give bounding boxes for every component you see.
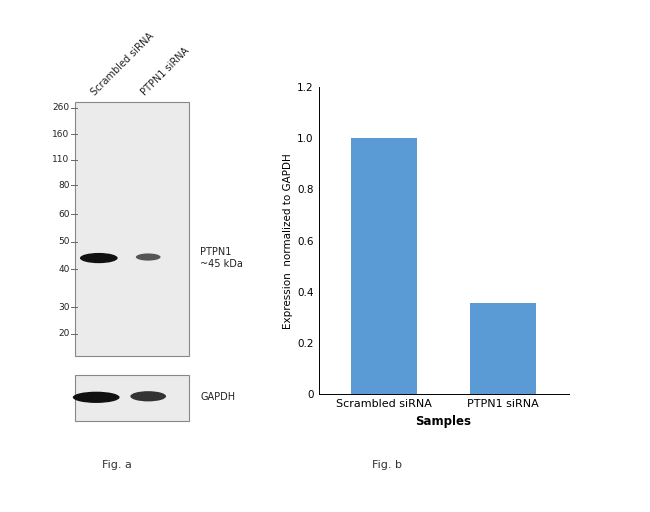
Text: 40: 40 [58, 265, 70, 274]
Text: 260: 260 [53, 103, 70, 112]
Text: 80: 80 [58, 181, 70, 190]
X-axis label: Samples: Samples [415, 415, 472, 428]
Text: 50: 50 [58, 237, 70, 246]
Text: 60: 60 [58, 209, 70, 219]
Bar [351, 138, 417, 394]
Text: Fig. a: Fig. a [102, 460, 132, 470]
Text: 110: 110 [52, 155, 70, 164]
Text: PTPN1 siRNA: PTPN1 siRNA [139, 46, 191, 97]
Ellipse shape [136, 253, 161, 261]
Text: 20: 20 [58, 329, 70, 338]
Y-axis label: Expression  normalized to GAPDH: Expression normalized to GAPDH [283, 153, 293, 329]
Text: GAPDH: GAPDH [200, 392, 235, 402]
Bar [75, 102, 188, 356]
Ellipse shape [80, 253, 118, 263]
Text: 160: 160 [52, 130, 70, 139]
Ellipse shape [131, 391, 166, 401]
Bar [75, 375, 188, 421]
Text: Scrambled siRNA: Scrambled siRNA [89, 31, 155, 97]
Text: PTPN1
~45 kDa: PTPN1 ~45 kDa [200, 247, 243, 269]
Ellipse shape [73, 392, 120, 403]
Text: 30: 30 [58, 303, 70, 312]
Bar [471, 303, 536, 394]
Text: Fig. b: Fig. b [372, 460, 402, 470]
